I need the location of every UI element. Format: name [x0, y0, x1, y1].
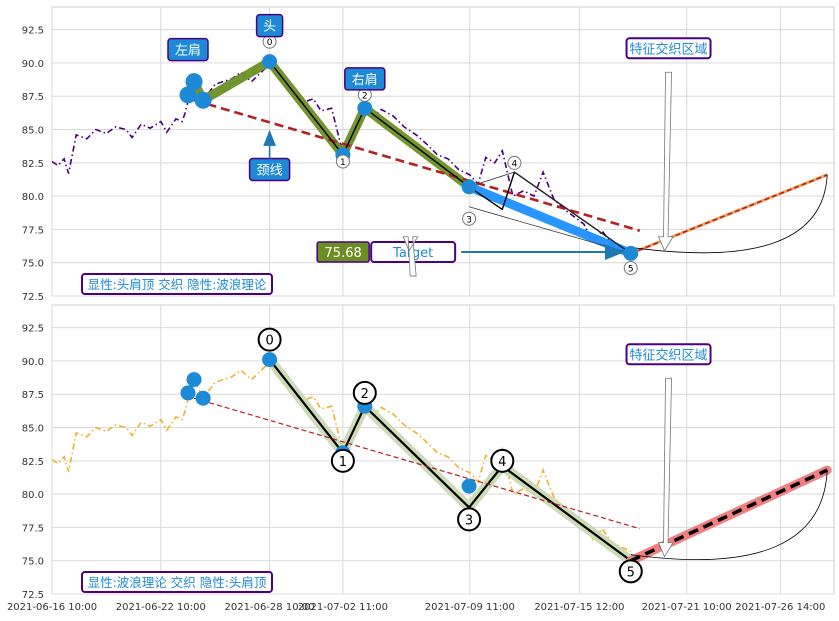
bottom-annotation-box: [625, 343, 712, 366]
bottom-neckline: [193, 397, 640, 530]
top-ytick-label: 85.0: [22, 126, 44, 137]
bottom-wave-line: [268, 358, 632, 562]
bottom-xtick-label: 2021-07-21 10:00: [642, 602, 732, 613]
top-pivot-marker: [461, 179, 477, 195]
top-wave-label-circle: [462, 211, 477, 226]
top-annotation-box: [255, 13, 284, 38]
top-ytick-label: 80.0: [22, 192, 44, 203]
bottom-wave-label: 4: [498, 455, 506, 470]
top-ytick-label: 92.5: [22, 26, 44, 37]
bottom-wave-label: 2: [361, 387, 369, 402]
bottom-xtick-label: 2021-07-15 12:00: [534, 602, 624, 613]
bottom-pivot-marker: [186, 372, 202, 388]
bottom-wave-label-circle: [257, 327, 282, 352]
bottom-annotation-text: 特征交织区域: [630, 347, 708, 363]
top-ytick-label: 90.0: [22, 59, 44, 70]
bottom-feature-arrow: [657, 377, 674, 558]
bottom-ytick-label: 80.0: [22, 490, 44, 501]
top-target-value-box: [316, 241, 370, 263]
bottom-wave-label-circle: [618, 559, 643, 584]
bottom-wave-label-circle: [457, 507, 482, 532]
top-feature-arrow: [402, 236, 419, 277]
top-wedge-line: [468, 171, 632, 254]
bottom-ytick-label: 77.5: [22, 523, 44, 534]
bottom-wave-label-circle: [330, 448, 355, 473]
top-annotation-text: 颈线: [257, 163, 283, 178]
top-wave-label-circle: [335, 154, 350, 169]
top-ytick-label: 87.5: [22, 92, 44, 103]
bottom-ytick-label: 72.5: [22, 590, 44, 601]
top-wave-label-circle: [507, 155, 522, 170]
top-wave-label: 0: [267, 38, 273, 48]
top-wave-label: 2: [362, 91, 368, 101]
bottom-footer-label: 显性:波浪理论 交织 隐性:头肩顶: [88, 575, 267, 590]
top-wave-label-circle: [623, 261, 638, 276]
bottom-plot-frame: [51, 304, 835, 595]
top-annotation-text: 头: [263, 20, 276, 35]
top-pivot-marker: [623, 245, 639, 261]
top-target-value: 75.68: [325, 246, 362, 261]
top-annotation-box: [625, 37, 712, 60]
top-price-line: [51, 63, 632, 255]
bottom-xtick-label: 2021-06-22 10:00: [116, 602, 206, 613]
top-neckline: [193, 98, 641, 232]
bottom-pivot-marker: [461, 478, 477, 494]
bottom-wave-label-circle: [490, 448, 515, 473]
bottom-wave-label: 5: [627, 565, 635, 580]
top-pattern-band: [464, 182, 636, 258]
bottom-xtick-label: 2021-07-26 14:00: [735, 602, 825, 613]
bottom-xtick-label: 2021-06-16 10:00: [7, 602, 97, 613]
bottom-pivot-marker: [262, 352, 278, 368]
top-pivot-marker: [262, 54, 278, 70]
bottom-xtick-label: 2021-06-28 10:00: [225, 602, 315, 613]
top-annotation-box: [344, 67, 386, 91]
top-feature-arrow: [657, 71, 674, 252]
top-ytick-label: 82.5: [22, 159, 44, 170]
bottom-ytick-label: 75.0: [22, 557, 44, 568]
bottom-wave-label: 0: [265, 334, 273, 349]
top-annotation-text: 左肩: [175, 43, 201, 59]
top-pivot-marker: [357, 100, 373, 116]
top-ytick-label: 75.0: [22, 259, 44, 270]
bottom-ytick-label: 82.5: [22, 457, 44, 468]
bottom-xtick-label: 2021-07-09 11:00: [425, 602, 515, 613]
top-wave-label: 4: [512, 159, 518, 169]
top-pivot-marker: [185, 73, 203, 91]
top-footer-box: [81, 273, 273, 295]
top-wave-label: 5: [628, 265, 634, 275]
top-pivot-marker: [194, 91, 212, 109]
top-ytick-label: 77.5: [22, 225, 44, 236]
bottom-ytick-label: 85.0: [22, 424, 44, 435]
bottom-projection-arc: [630, 470, 828, 561]
top-annotation-text: 右肩: [352, 72, 378, 88]
bottom-ytick-label: 87.5: [22, 390, 44, 401]
top-annotation-box: [167, 37, 209, 62]
bottom-pivot-marker: [195, 390, 211, 406]
bottom-ytick-label: 90.0: [22, 357, 44, 368]
bottom-ytick-label: 92.5: [22, 324, 44, 335]
bottom-wave-label: 3: [465, 513, 473, 528]
bottom-xtick-label: 2021-07-02 11:00: [298, 602, 388, 613]
top-projection-arc: [630, 174, 828, 254]
bottom-wave-label-circle: [352, 380, 377, 405]
top-wave-label: 3: [466, 215, 472, 225]
bottom-wave-label: 1: [339, 455, 347, 470]
top-wave-label: 1: [340, 158, 346, 168]
top-ytick-label: 72.5: [22, 292, 44, 303]
bottom-pivot-marker: [180, 385, 196, 401]
top-footer-label: 显性:头肩顶 交织 隐性:波浪理论: [88, 277, 267, 292]
top-annotation-text: 特征交织区域: [630, 41, 708, 57]
bottom-footer-box: [81, 571, 273, 593]
